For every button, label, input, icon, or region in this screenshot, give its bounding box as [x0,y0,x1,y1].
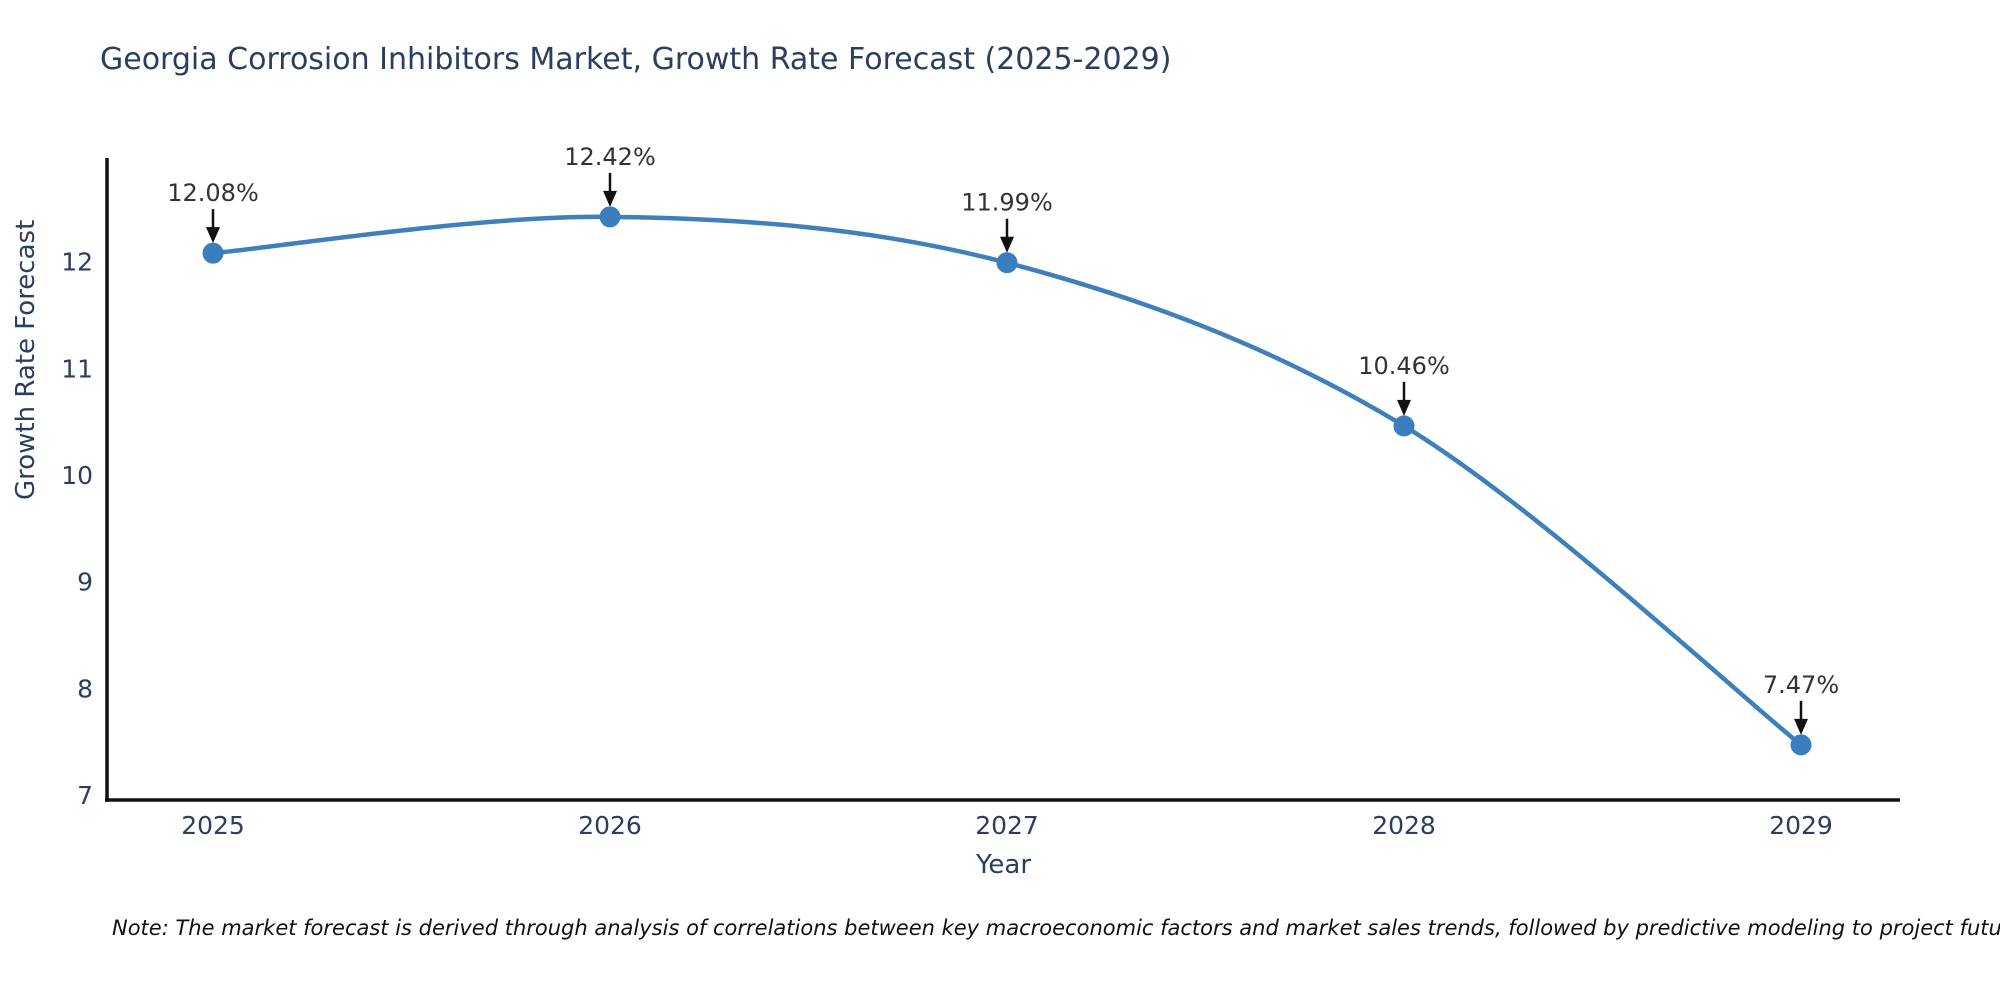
data-point-label: 10.46% [1358,352,1450,380]
data-point-marker [599,206,621,228]
chart-title: Georgia Corrosion Inhibitors Market, Gro… [100,42,1172,77]
forecast-line [210,214,1804,748]
annotation-arrow-head [603,190,617,207]
x-axis-title: Year [975,850,1032,880]
annotation-arrow-head [1000,236,1014,253]
data-point-marker [1790,734,1812,756]
footnote: Note: The market forecast is derived thr… [112,916,2000,940]
annotation-arrow-head [206,227,220,244]
y-tick-label: 7 [77,781,93,810]
y-tick-label: 12 [61,248,93,277]
y-tick-label: 9 [77,568,93,597]
data-point-label: 12.08% [167,179,259,207]
data-point-marker [1393,415,1415,437]
y-tick-label: 10 [61,461,93,490]
y-tick-label: 8 [77,674,93,703]
x-tick-label: 2025 [181,811,245,840]
data-point-label: 12.42% [564,143,656,171]
y-tick-label: 11 [61,354,93,383]
x-tick-label: 2028 [1372,811,1436,840]
data-point-marker [996,252,1018,274]
annotation-arrow-head [1794,718,1808,735]
x-tick-label: 2027 [975,811,1039,840]
annotation-arrow-head [1397,399,1411,416]
x-tick-label: 2026 [578,811,642,840]
x-tick-label: 2029 [1769,811,1833,840]
data-point-label: 11.99% [961,189,1053,217]
data-point-label: 7.47% [1763,671,1839,699]
data-point-marker [202,242,224,264]
